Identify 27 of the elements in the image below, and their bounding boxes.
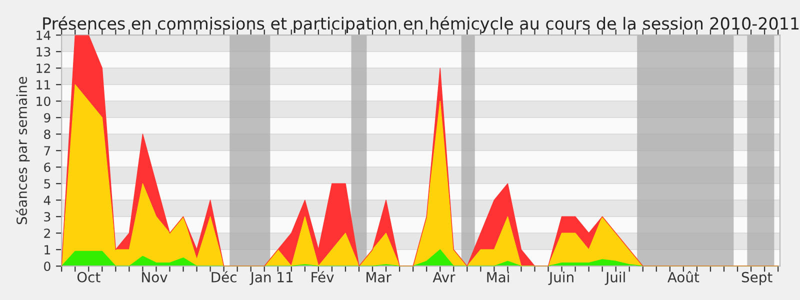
y-tick-label: 4 — [44, 196, 50, 205]
y-tick-label: 3 — [44, 212, 50, 222]
y-tick-label: 1 — [44, 245, 50, 254]
y-tick-label: 12 — [36, 64, 50, 73]
y-tick-label: 13 — [36, 47, 50, 57]
y-tick-label: 7 — [44, 146, 50, 156]
x-tick-label: Mar — [366, 272, 392, 282]
x-tick-label: Mai — [487, 272, 509, 282]
x-tick-label: Déc — [212, 271, 236, 282]
x-tick-label: Fév — [312, 271, 334, 282]
x-tick-label: Jan 11 — [250, 272, 293, 285]
y-tick-label: 5 — [44, 179, 50, 189]
y-tick-label: 2 — [44, 228, 50, 238]
y-tick-label: 11 — [36, 80, 50, 90]
x-tick-label: Sept — [742, 272, 772, 286]
y-tick-label: 8 — [44, 130, 50, 140]
x-tick-label: Avr — [432, 272, 456, 282]
y-tick-label: 9 — [44, 113, 50, 123]
x-tick-label: Oct — [77, 272, 100, 282]
y-tick-label: 0 — [44, 262, 50, 272]
x-tick-label: Août — [668, 271, 700, 282]
x-tick-label: Nov — [142, 272, 168, 282]
y-axis-title: Séances par semaine — [16, 76, 30, 224]
y-tick-label: 6 — [44, 162, 50, 172]
y-tick-label: 10 — [36, 96, 50, 106]
x-tick-label: Juil — [604, 272, 625, 285]
x-tick-label: Juin — [548, 272, 574, 285]
